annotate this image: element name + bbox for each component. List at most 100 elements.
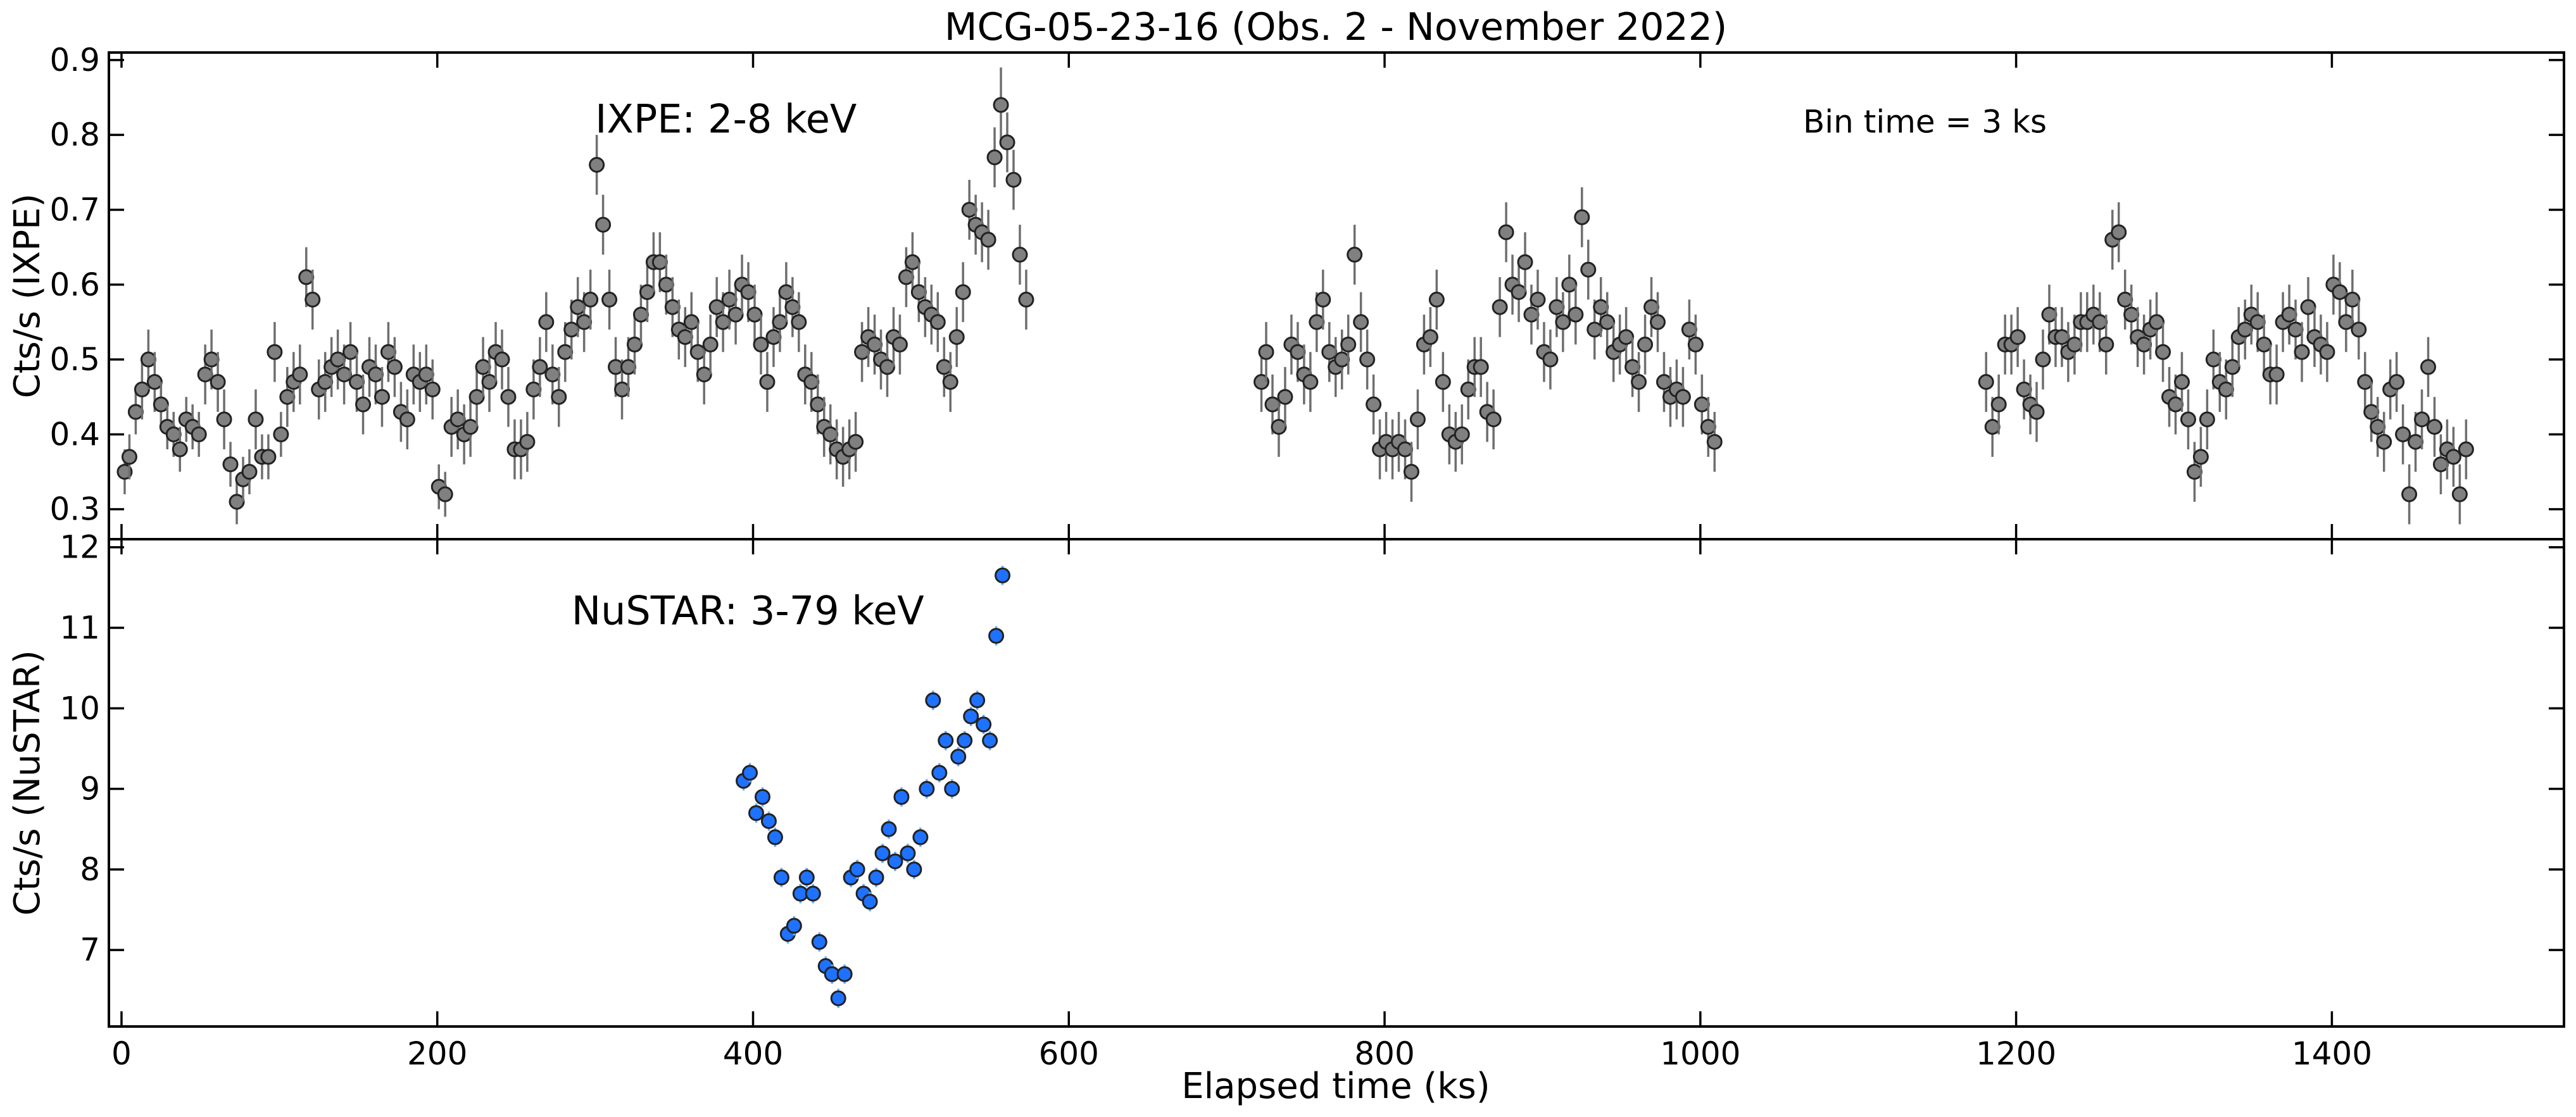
data-point xyxy=(1511,284,1527,301)
data-point xyxy=(1277,389,1293,405)
data-point xyxy=(664,299,681,315)
data-point xyxy=(2281,306,2297,323)
panel-bottom: 7 8 9 10 11 12 0 200 400 600 800 1000 1200 1400 Cts/s … xyxy=(7,529,2565,1072)
data-point xyxy=(305,291,321,308)
data-point xyxy=(2009,329,2026,346)
data-point xyxy=(715,314,731,330)
data-point xyxy=(1561,277,1578,293)
data-point xyxy=(191,426,207,442)
data-point xyxy=(2192,449,2209,465)
data-point xyxy=(904,254,920,270)
data-point xyxy=(854,344,870,360)
data-point xyxy=(955,284,971,301)
data-point xyxy=(1366,396,1382,413)
data-point xyxy=(121,449,137,465)
data-point xyxy=(2445,449,2461,465)
data-point xyxy=(2224,359,2240,375)
data-point xyxy=(765,329,782,346)
data-point xyxy=(988,628,1005,644)
x-tick-label: 1000 xyxy=(1660,1035,1740,1072)
data-point xyxy=(900,845,916,861)
x-axis-title: Elapsed time (ks) xyxy=(1181,1066,1490,1107)
data-point xyxy=(1631,374,1647,390)
x-tick-label: 600 xyxy=(1039,1035,1099,1072)
x-tick-label: 1400 xyxy=(2292,1035,2372,1072)
data-point xyxy=(1271,419,1287,435)
data-point xyxy=(1435,374,1451,390)
data-point xyxy=(1340,336,1357,353)
data-point xyxy=(2363,404,2380,420)
data-point xyxy=(969,692,986,709)
data-point xyxy=(830,990,846,1006)
data-point xyxy=(626,336,643,353)
data-point xyxy=(910,284,927,301)
data-point xyxy=(374,389,390,405)
data-point xyxy=(386,359,403,375)
data-point xyxy=(146,374,163,390)
data-point xyxy=(342,344,359,360)
data-point xyxy=(557,344,574,360)
chart-title: MCG-05-23-16 (Obs. 2 - November 2022) xyxy=(945,5,1728,49)
data-point xyxy=(210,374,226,390)
data-point xyxy=(1359,351,1376,368)
data-point xyxy=(153,396,169,413)
data-point xyxy=(1397,441,1413,458)
data-point xyxy=(317,374,334,390)
data-point xyxy=(2186,464,2202,480)
data-point xyxy=(772,314,788,330)
data-point xyxy=(1674,389,1691,405)
data-point xyxy=(481,374,498,390)
data-point xyxy=(222,456,239,473)
data-point xyxy=(2458,441,2474,458)
data-point xyxy=(2332,284,2348,301)
data-point xyxy=(2173,374,2190,390)
data-point xyxy=(494,351,510,368)
data-point xyxy=(2168,396,2184,413)
data-point xyxy=(1580,261,1597,278)
data-point xyxy=(2268,366,2285,383)
data-point xyxy=(2123,306,2140,323)
data-point xyxy=(1321,344,1338,360)
x-tick-label: 400 xyxy=(723,1035,783,1072)
x-tick-label: 200 xyxy=(407,1035,467,1072)
data-point xyxy=(2376,434,2392,450)
data-point xyxy=(1618,329,1635,346)
x-tick-label: 1200 xyxy=(1976,1035,2056,1072)
data-point xyxy=(2294,344,2310,360)
data-point xyxy=(1555,314,1571,330)
data-point xyxy=(551,389,567,405)
data-point xyxy=(1485,411,1502,428)
data-point xyxy=(1264,396,1281,413)
data-point xyxy=(2357,374,2373,390)
data-point xyxy=(760,813,777,829)
data-point xyxy=(620,359,636,375)
x-tick-label: 800 xyxy=(1354,1035,1414,1072)
data-point xyxy=(500,389,517,405)
data-point xyxy=(1409,411,1426,428)
data-point xyxy=(942,374,958,390)
data-point xyxy=(798,870,815,886)
data-point xyxy=(355,396,372,413)
data-point xyxy=(1492,299,1508,315)
data-point xyxy=(1018,291,1034,308)
data-point xyxy=(810,396,826,413)
data-point xyxy=(976,716,992,733)
data-point xyxy=(172,441,188,458)
data-point xyxy=(2414,411,2430,428)
data-point xyxy=(748,805,764,821)
data-point xyxy=(868,870,884,886)
y-tick-label-top: 0.8 xyxy=(49,116,100,153)
y-tick-label-bottom: 11 xyxy=(60,609,100,646)
data-point xyxy=(999,134,1015,151)
data-point xyxy=(1302,374,1319,390)
data-point xyxy=(936,359,952,375)
data-point xyxy=(298,269,315,285)
data-point xyxy=(1422,329,1438,346)
data-point xyxy=(1290,344,1306,360)
data-point xyxy=(1315,291,1331,308)
data-point xyxy=(887,853,903,870)
data-point xyxy=(639,284,655,301)
data-point xyxy=(165,426,182,442)
data-point xyxy=(1253,374,1270,390)
